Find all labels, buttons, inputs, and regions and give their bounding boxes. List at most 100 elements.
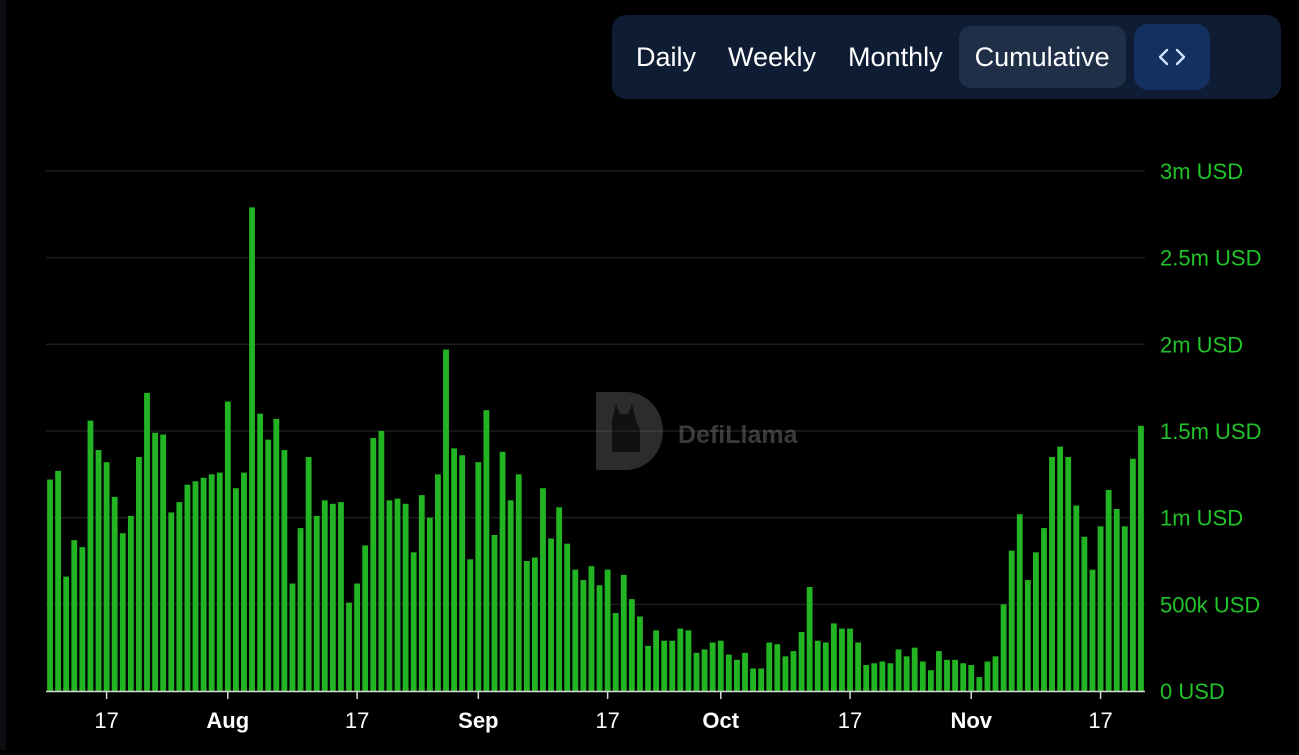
bar[interactable] [531, 557, 538, 691]
bar[interactable] [378, 431, 385, 691]
bar[interactable] [394, 498, 401, 691]
bar[interactable] [257, 413, 264, 691]
bar[interactable] [265, 439, 272, 691]
bar[interactable] [927, 670, 934, 691]
bar[interactable] [871, 663, 878, 691]
bar[interactable] [418, 495, 425, 691]
bar[interactable] [944, 659, 950, 691]
bar[interactable] [984, 661, 991, 691]
bar[interactable] [305, 457, 312, 691]
bar[interactable] [136, 457, 142, 691]
bar[interactable] [362, 545, 369, 691]
bar[interactable] [774, 644, 781, 691]
bar[interactable] [960, 663, 967, 691]
bar[interactable] [273, 418, 280, 691]
bar[interactable] [936, 651, 942, 691]
bar[interactable] [71, 540, 78, 691]
bar[interactable] [1121, 526, 1128, 691]
bar[interactable] [216, 472, 223, 691]
bar[interactable] [887, 663, 894, 691]
bar[interactable] [725, 654, 732, 691]
bar[interactable] [734, 659, 740, 691]
bar[interactable] [782, 656, 789, 691]
bar[interactable] [200, 477, 207, 691]
bar[interactable] [232, 488, 239, 691]
bar[interactable] [612, 613, 619, 691]
bar[interactable] [580, 580, 587, 691]
bar[interactable] [168, 512, 175, 691]
bar[interactable] [604, 569, 611, 691]
bar[interactable] [790, 651, 797, 691]
bar[interactable] [1097, 526, 1104, 691]
bar[interactable] [1138, 425, 1144, 691]
embed-button[interactable] [1133, 24, 1210, 90]
bar[interactable] [329, 503, 336, 691]
bar[interactable] [1113, 509, 1120, 691]
bar[interactable] [556, 507, 563, 691]
bar[interactable] [540, 488, 546, 691]
bar[interactable] [499, 451, 506, 691]
bar[interactable] [637, 616, 643, 691]
bar[interactable] [467, 559, 474, 691]
bar[interactable] [758, 668, 765, 691]
bar[interactable] [1081, 536, 1088, 691]
bar[interactable] [515, 474, 522, 691]
bar[interactable] [87, 420, 94, 691]
bar[interactable] [313, 515, 320, 691]
bar[interactable] [95, 450, 102, 691]
bar[interactable] [766, 642, 773, 691]
tab-cumulative[interactable]: Cumulative [958, 26, 1126, 88]
bar[interactable] [491, 535, 498, 691]
bar[interactable] [669, 640, 676, 691]
bar[interactable] [1073, 505, 1080, 691]
bar[interactable] [152, 432, 158, 691]
bar[interactable] [119, 533, 126, 691]
bar[interactable] [241, 472, 247, 691]
bar[interactable] [354, 583, 361, 691]
bar[interactable] [717, 640, 724, 691]
bar[interactable] [402, 503, 409, 691]
bar[interactable] [507, 500, 514, 691]
bar[interactable] [475, 462, 482, 691]
bar[interactable] [1016, 514, 1023, 691]
bar[interactable] [548, 538, 554, 691]
bar[interactable] [483, 410, 490, 691]
bar[interactable] [596, 585, 603, 691]
bar[interactable] [435, 474, 441, 691]
bar[interactable] [1049, 457, 1055, 691]
bar[interactable] [645, 645, 651, 691]
tab-weekly[interactable]: Weekly [728, 41, 817, 72]
bar[interactable] [426, 517, 433, 691]
bar[interactable] [1008, 550, 1015, 691]
bar[interactable] [1129, 458, 1136, 691]
bar[interactable] [1000, 604, 1007, 691]
bar[interactable] [1057, 446, 1064, 691]
bar[interactable] [952, 659, 959, 691]
bar[interactable] [677, 628, 684, 691]
bar[interactable] [281, 450, 288, 691]
bar[interactable] [176, 502, 183, 691]
bar[interactable] [338, 502, 344, 691]
bar[interactable] [830, 623, 837, 691]
bar[interactable] [111, 496, 118, 691]
bar[interactable] [822, 642, 829, 691]
bar[interactable] [628, 599, 635, 691]
bar[interactable] [855, 642, 862, 691]
bar[interactable] [208, 474, 215, 691]
bar[interactable] [79, 547, 86, 691]
bar[interactable] [992, 656, 999, 691]
bar[interactable] [103, 462, 110, 691]
bar[interactable] [750, 668, 756, 691]
bar[interactable] [919, 661, 926, 691]
bar[interactable] [847, 628, 853, 691]
bar[interactable] [661, 640, 668, 691]
bar[interactable] [620, 574, 627, 691]
bar[interactable] [1024, 580, 1031, 691]
bar[interactable] [410, 552, 417, 691]
bar[interactable] [184, 484, 191, 691]
bar[interactable] [144, 392, 150, 691]
bar[interactable] [911, 647, 918, 691]
bar[interactable] [879, 661, 886, 691]
bar[interactable] [63, 576, 70, 691]
bar[interactable] [1041, 528, 1047, 691]
